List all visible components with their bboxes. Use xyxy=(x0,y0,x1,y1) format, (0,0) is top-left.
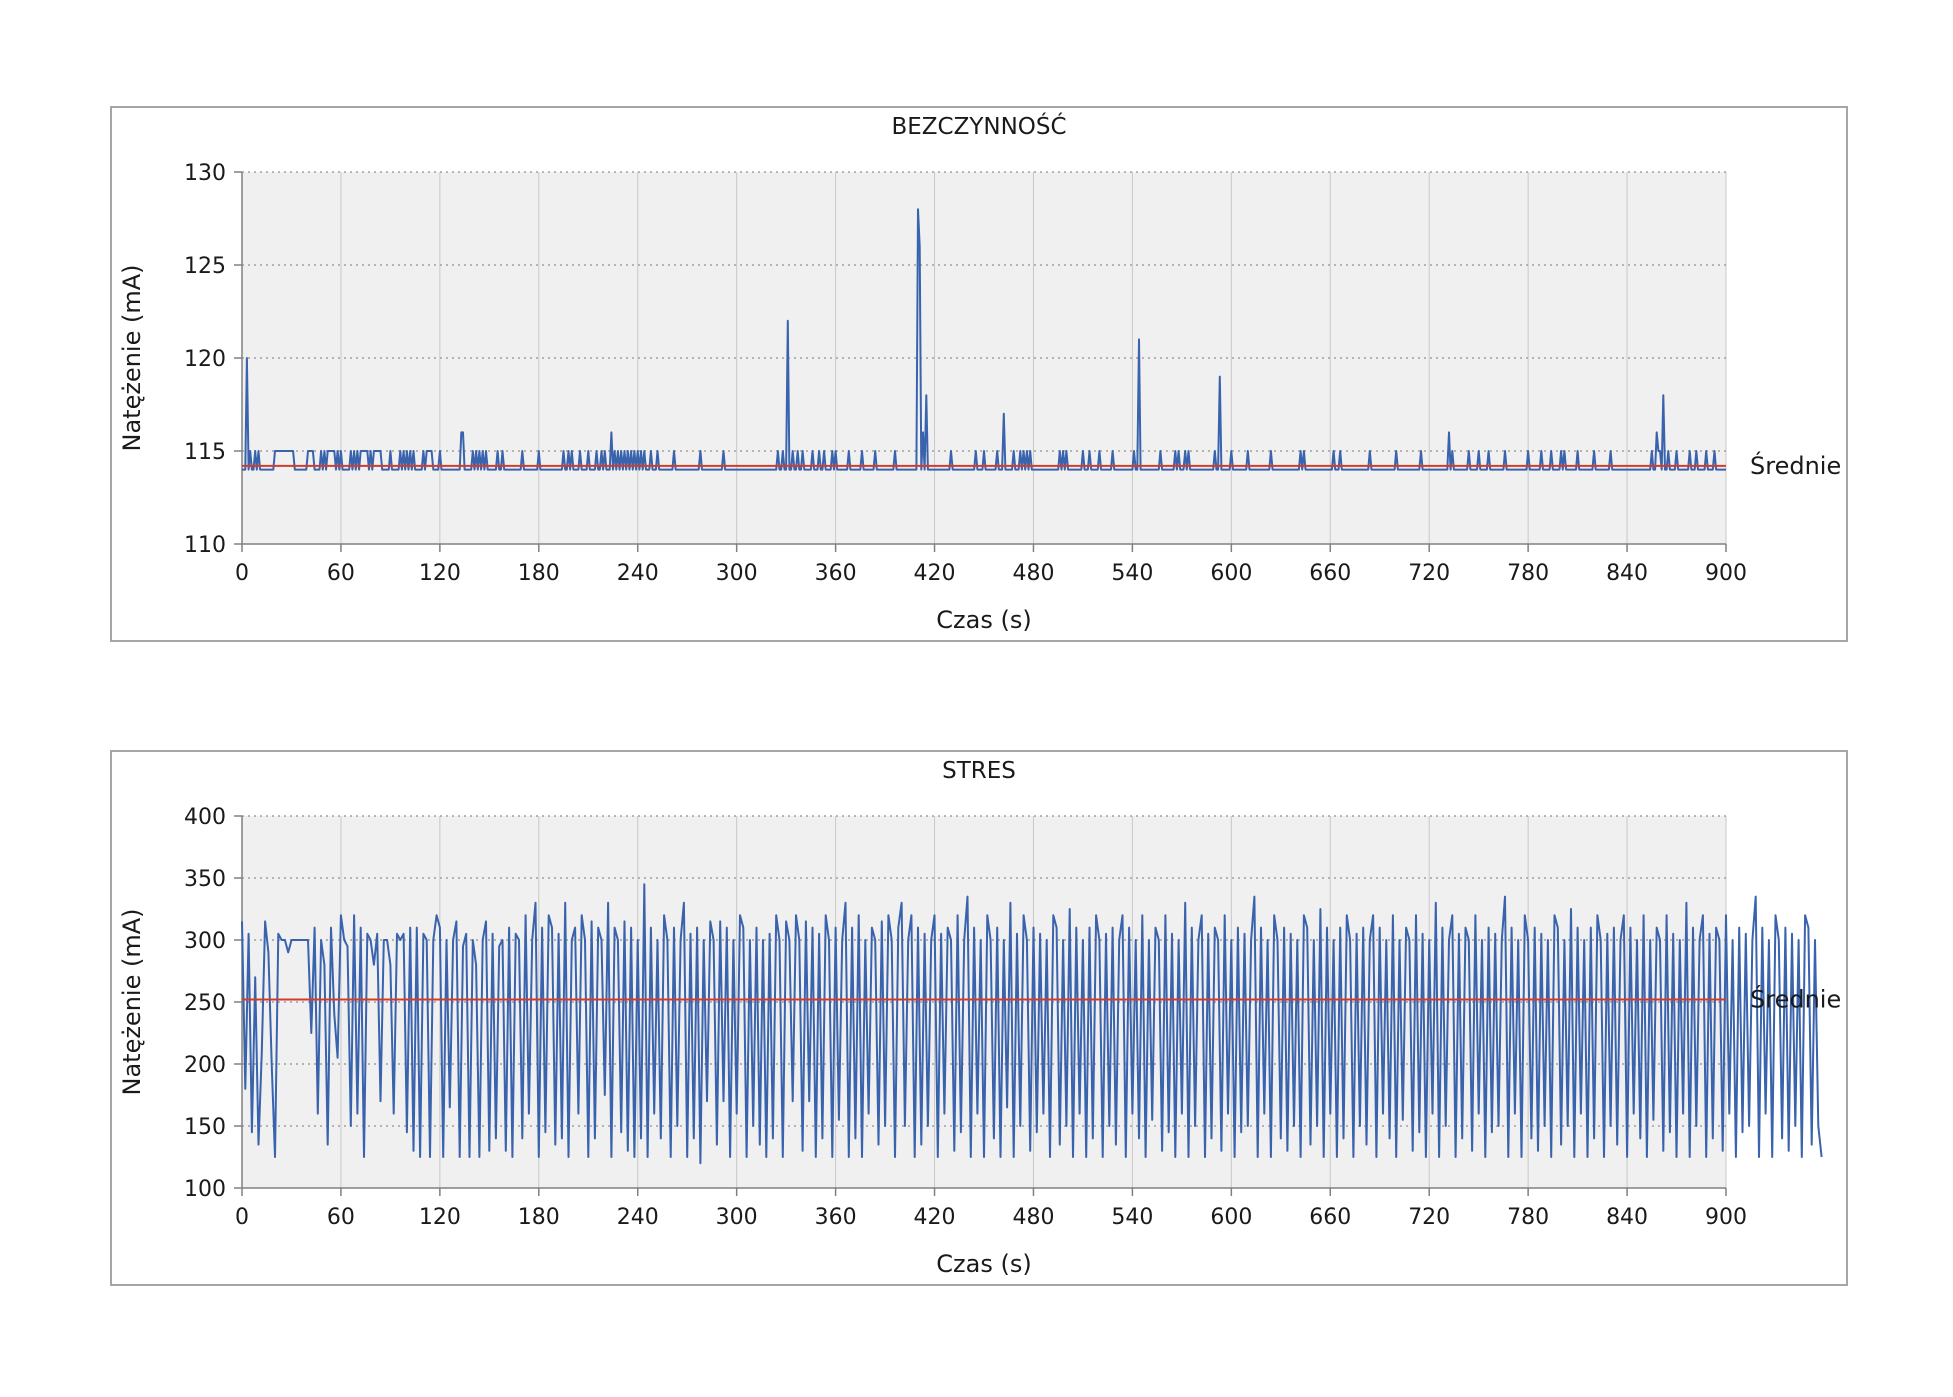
y-axis-title: Natężenie (mA) xyxy=(118,909,146,1096)
x-tick-label: 840 xyxy=(1606,561,1648,586)
x-tick-label: 0 xyxy=(235,1205,249,1230)
x-tick-label: 900 xyxy=(1705,1205,1747,1230)
y-tick-label: 120 xyxy=(184,347,226,372)
y-tick-label: 250 xyxy=(184,991,226,1016)
x-tick-label: 0 xyxy=(235,561,249,586)
y-tick-label: 110 xyxy=(184,533,226,558)
x-tick-label: 780 xyxy=(1507,1205,1549,1230)
x-tick-label: 840 xyxy=(1606,1205,1648,1230)
x-tick-label: 300 xyxy=(716,561,758,586)
x-tick-label: 540 xyxy=(1111,1205,1153,1230)
y-tick-label: 350 xyxy=(184,867,226,892)
y-tick-label: 115 xyxy=(184,440,226,465)
x-tick-label: 540 xyxy=(1111,561,1153,586)
x-tick-label: 720 xyxy=(1408,561,1450,586)
x-tick-label: 660 xyxy=(1309,1205,1351,1230)
x-tick-label: 240 xyxy=(617,1205,659,1230)
average-label: Średnie xyxy=(1750,450,1841,480)
chart-title: BEZCZYNNOŚĆ xyxy=(891,114,1067,140)
x-tick-label: 360 xyxy=(815,561,857,586)
x-tick-label: 120 xyxy=(419,1205,461,1230)
x-tick-label: 180 xyxy=(518,561,560,586)
x-tick-label: 300 xyxy=(716,1205,758,1230)
y-tick-label: 300 xyxy=(184,929,226,954)
x-tick-label: 480 xyxy=(1012,1205,1054,1230)
y-tick-label: 125 xyxy=(184,254,226,279)
x-tick-label: 780 xyxy=(1507,561,1549,586)
x-tick-label: 420 xyxy=(914,1205,956,1230)
x-tick-label: 600 xyxy=(1210,561,1252,586)
y-tick-label: 150 xyxy=(184,1115,226,1140)
y-tick-label: 100 xyxy=(184,1177,226,1202)
x-tick-label: 600 xyxy=(1210,1205,1252,1230)
chart-panel-stress: 100 150 200 250 300 350 400 0 60 120 180 240 300 360 4… xyxy=(110,750,1848,1286)
x-tick-label: 60 xyxy=(327,561,355,586)
x-tick-label: 360 xyxy=(815,1205,857,1230)
x-tick-label: 660 xyxy=(1309,561,1351,586)
x-axis-title: Czas (s) xyxy=(936,1250,1031,1278)
chart-svg: 110 115 120 125 130 0 60 120 180 240 300 360 420 480 5… xyxy=(118,161,1841,634)
x-tick-label: 900 xyxy=(1705,561,1747,586)
x-tick-label: 420 xyxy=(914,561,956,586)
y-axis-title: Natężenie (mA) xyxy=(118,265,146,452)
chart-panel-idle: 110 115 120 125 130 0 60 120 180 240 300 360 420 480 5… xyxy=(110,106,1848,642)
y-tick-label: 130 xyxy=(184,161,226,186)
x-tick-label: 240 xyxy=(617,561,659,586)
x-tick-label: 480 xyxy=(1012,561,1054,586)
y-tick-label: 200 xyxy=(184,1053,226,1078)
average-label: Średnie xyxy=(1750,984,1841,1014)
chart-title: STRES xyxy=(942,758,1016,784)
y-tick-label: 400 xyxy=(184,805,226,830)
x-tick-label: 180 xyxy=(518,1205,560,1230)
chart-svg: 100 150 200 250 300 350 400 0 60 120 180 240 300 360 4… xyxy=(118,805,1841,1278)
x-tick-label: 60 xyxy=(327,1205,355,1230)
series-line xyxy=(242,208,1726,471)
x-tick-label: 120 xyxy=(419,561,461,586)
x-tick-label: 720 xyxy=(1408,1205,1450,1230)
series-line xyxy=(241,883,1823,1165)
x-axis-title: Czas (s) xyxy=(936,606,1031,634)
